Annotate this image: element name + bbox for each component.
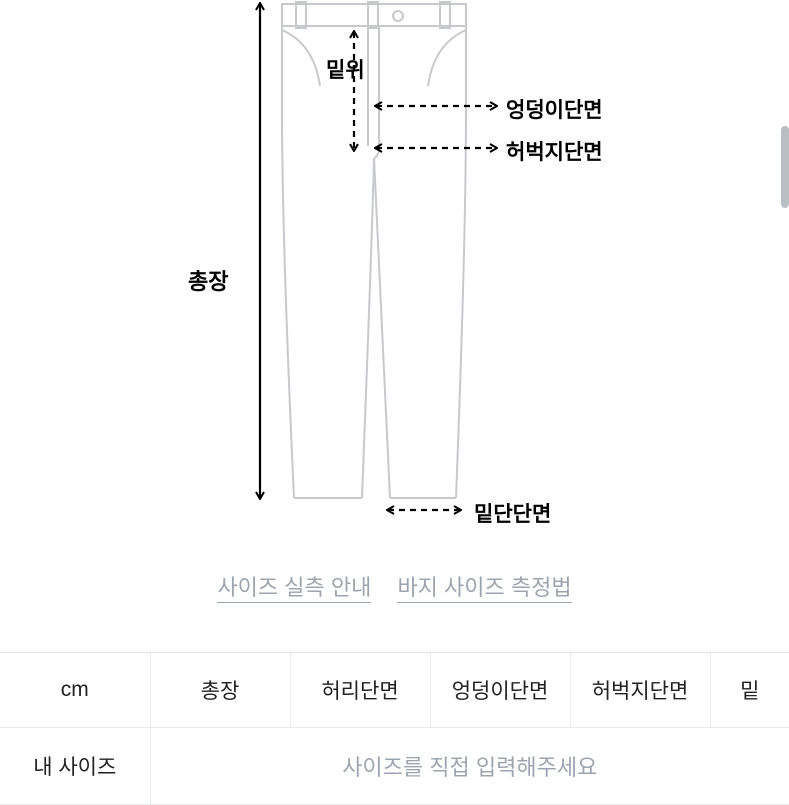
size-table: cm 총장 허리단면 엉덩이단면 허벅지단면 밑 내 사이즈 사이즈를 직접 입… <box>0 652 789 805</box>
mysize-input-placeholder[interactable]: 사이즈를 직접 입력해주세요 <box>150 728 789 805</box>
label-hem: 밑단단면 <box>474 498 551 528</box>
label-hip: 엉덩이단면 <box>506 94 603 124</box>
pants-svg <box>0 0 789 540</box>
pants-measurement-diagram: 밑위 엉덩이단면 허벅지단면 총장 밑단단면 <box>0 0 789 540</box>
link-size-guide[interactable]: 사이즈 실측 안내 <box>217 575 371 603</box>
col-waist: 허리단면 <box>290 653 430 728</box>
col-truncated: 밑 <box>710 653 789 728</box>
col-total-length: 총장 <box>150 653 290 728</box>
table-header-row: cm 총장 허리단면 엉덩이단면 허벅지단면 밑 <box>0 653 789 728</box>
col-thigh: 허벅지단면 <box>570 653 710 728</box>
row-label-mysize: 내 사이즈 <box>0 728 150 805</box>
link-measure-method[interactable]: 바지 사이즈 측정법 <box>397 575 571 603</box>
pants-outline <box>282 2 466 498</box>
guide-links-row: 사이즈 실측 안내 바지 사이즈 측정법 <box>0 570 789 602</box>
col-hip: 엉덩이단면 <box>430 653 570 728</box>
col-unit: cm <box>0 653 150 728</box>
table-row-mysize: 내 사이즈 사이즈를 직접 입력해주세요 <box>0 728 789 805</box>
scrollbar-thumb[interactable] <box>781 126 789 208</box>
label-thigh: 허벅지단면 <box>506 136 603 166</box>
label-total-length: 총장 <box>188 264 228 296</box>
label-rise: 밑위 <box>326 54 365 84</box>
